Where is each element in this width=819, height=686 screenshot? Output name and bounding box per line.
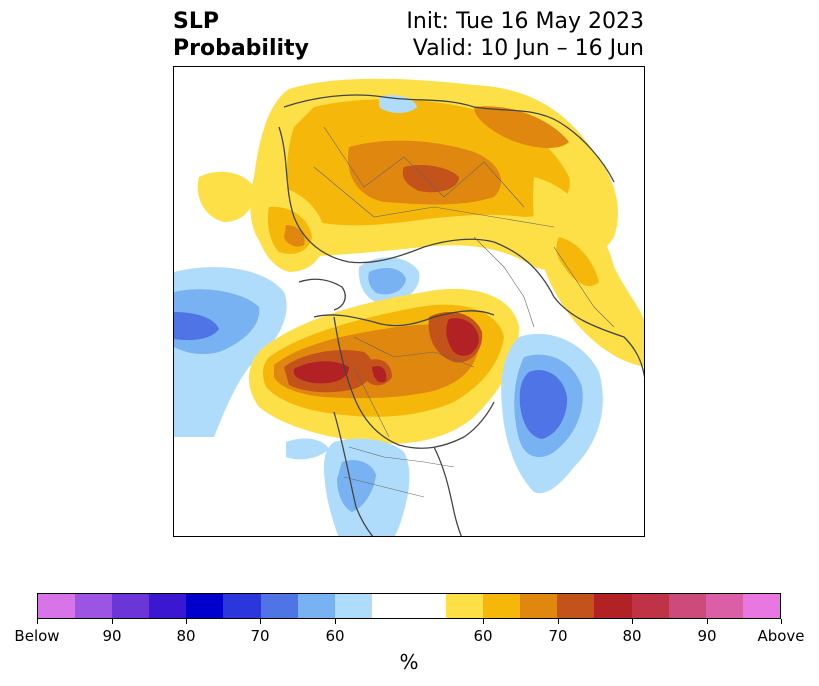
colorbar-segment [705,594,743,618]
colorbar-tick-label: 90 [697,627,717,645]
map-svg [174,78,644,536]
colorbar-tickmark [482,619,484,624]
colorbar-tickmark [780,619,782,624]
colorbar-segment [112,594,150,618]
colorbar-tickmark [259,619,261,624]
colorbar-segment [631,594,669,618]
colorbar-segment [408,594,447,618]
colorbar-tickmark [334,619,336,624]
chart-title-right: Init: Tue 16 May 2023 Valid: 10 Jun – 16… [406,8,644,62]
colorbar [37,593,781,619]
colorbar-tick-label: 70 [250,627,270,645]
colorbar-label: % [399,650,419,674]
negative-anomaly-arctic [358,95,420,305]
colorbar-segment [594,594,632,618]
positive-anomaly-west [197,171,325,272]
colorbar-segment [149,594,187,618]
colorbar-tick-label: 80 [176,627,196,645]
colorbar-segment [75,594,113,618]
colorbar-segment [223,594,261,618]
coastlines [278,94,644,536]
valid-range: Valid: 10 Jun – 16 Jun [412,36,644,61]
colorbar-tickmark [111,619,113,624]
colorbar-tickmark [185,619,187,624]
colorbar-segment [668,594,706,618]
colorbar-tickmark [706,619,708,624]
colorbar-tick-label: Above [757,627,805,645]
colorbar-tick-label: 90 [102,627,122,645]
colorbar-tickmark [36,619,38,624]
colorbar-segment [557,594,595,618]
colorbar-segment [446,594,484,618]
colorbar-tick-label: 80 [622,627,642,645]
positive-anomaly-europe [533,177,644,367]
title-type: Probability [173,36,309,61]
colorbar-tick-label: 60 [325,627,345,645]
negative-anomaly-western-pacific [174,267,287,437]
borders [313,126,615,498]
colorbar-tick-label: 70 [548,627,568,645]
negative-anomaly-north-atlantic [501,333,603,494]
colorbar-segment [520,594,558,618]
init-date: Init: Tue 16 May 2023 [406,9,644,34]
title-variable: SLP [173,9,219,34]
positive-anomaly-north-pacific [248,288,519,444]
colorbar-segment [297,594,335,618]
chart-title-left: SLP Probability [173,8,309,62]
colorbar-segment [483,594,521,618]
polar-map [173,66,645,537]
colorbar-tick-label: Below [14,627,60,645]
colorbar-segment [186,594,224,618]
colorbar-tickmark [557,619,559,624]
colorbar-segment [742,594,780,618]
positive-anomaly-eurasia [250,78,618,271]
colorbar-tick-label: 60 [473,627,493,645]
colorbar-tickmark [631,619,633,624]
negative-anomaly-southern-us [286,438,410,536]
colorbar-segment [38,594,76,618]
colorbar-segment [260,594,298,618]
colorbar-segment [334,594,372,618]
colorbar-segment [371,594,409,618]
